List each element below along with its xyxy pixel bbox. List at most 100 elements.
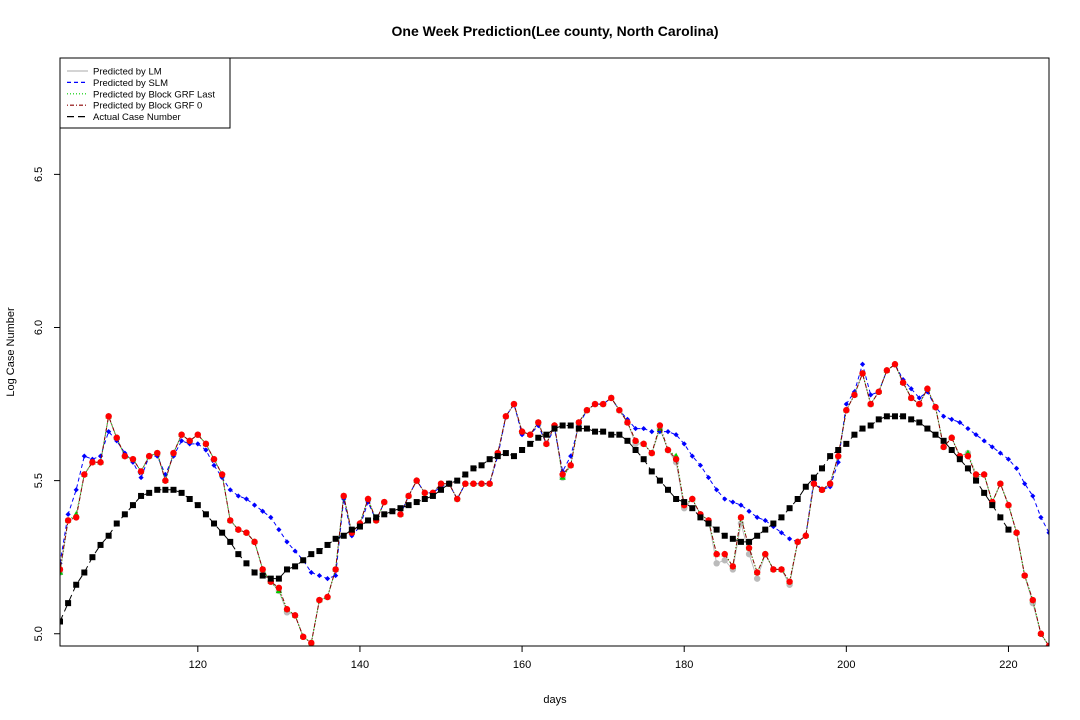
y-tick-label: 5.0 [33, 626, 45, 641]
data-point [1045, 642, 1049, 646]
data-point [843, 406, 850, 414]
data-point [454, 477, 461, 484]
legend-item: Predicted by Block GRF 0 [67, 101, 202, 112]
data-point [948, 434, 955, 441]
data-point [883, 413, 890, 420]
data-point [413, 477, 420, 484]
data-point [737, 514, 745, 521]
data-point [106, 429, 112, 435]
data-point [835, 447, 842, 453]
data-point [818, 486, 826, 494]
data-point [170, 486, 177, 493]
data-point [600, 428, 607, 435]
data-point [649, 429, 655, 435]
data-point [373, 514, 380, 521]
data-point [891, 361, 899, 368]
data-point [641, 425, 647, 432]
data-point [81, 471, 88, 478]
data-point [405, 492, 412, 500]
data-point [729, 563, 737, 570]
data-point [664, 486, 671, 493]
data-point [957, 419, 963, 426]
legend-label: Actual Case Number [93, 112, 181, 123]
data-point [1013, 529, 1020, 536]
data-point [154, 449, 161, 457]
data-point [835, 459, 841, 465]
data-point [413, 499, 420, 506]
data-point [673, 432, 679, 438]
data-point [997, 480, 1004, 487]
data-point [672, 455, 680, 463]
data-point [438, 486, 445, 493]
data-point [713, 526, 720, 533]
data-point [778, 530, 785, 536]
data-point [316, 548, 323, 555]
data-point [543, 431, 550, 438]
data-point [510, 400, 518, 408]
data-point [89, 459, 96, 466]
data-point [121, 452, 129, 460]
x-tick-label: 220 [999, 659, 1017, 671]
data-point [276, 527, 282, 533]
data-point [575, 419, 583, 426]
data-point [389, 508, 396, 515]
data-point [916, 400, 923, 408]
data-point [908, 416, 915, 423]
data-point [900, 413, 907, 420]
data-point [778, 514, 785, 521]
data-point [722, 496, 728, 502]
data-point [218, 471, 226, 478]
data-point [632, 425, 639, 432]
data-point [689, 453, 695, 459]
data-point [868, 392, 874, 398]
data-point [178, 431, 185, 438]
data-point [665, 429, 671, 435]
data-point [64, 517, 72, 524]
data-point [324, 576, 331, 582]
data-point [965, 425, 971, 432]
series-4 [60, 413, 1012, 625]
data-point [105, 413, 112, 420]
data-point [227, 487, 233, 493]
data-point [907, 394, 915, 402]
data-point [608, 394, 615, 402]
data-point [932, 431, 939, 438]
x-tick-label: 140 [351, 659, 369, 671]
data-point [640, 456, 647, 463]
legend-item: Predicted by SLM [67, 78, 168, 89]
data-point [510, 453, 517, 460]
data-point [308, 639, 315, 646]
data-point [770, 520, 777, 527]
data-point [656, 477, 663, 484]
data-point [129, 502, 136, 509]
data-point [65, 511, 71, 517]
data-point [518, 428, 526, 435]
data-point [486, 480, 493, 487]
data-point [810, 474, 817, 481]
data-point [284, 539, 290, 545]
data-point [640, 440, 647, 448]
data-point [333, 572, 339, 579]
data-point [527, 440, 534, 447]
data-point [826, 480, 834, 487]
data-point [997, 514, 1004, 521]
data-point [746, 508, 752, 514]
data-point [924, 425, 931, 432]
data-point [397, 511, 404, 518]
data-point [462, 480, 469, 487]
data-point [697, 462, 704, 468]
y-axis: 5.0 5.5 6.0 6.5 [33, 167, 60, 641]
data-point [365, 517, 372, 524]
data-point [599, 400, 607, 408]
data-point [73, 514, 80, 521]
x-tick-label: 160 [513, 659, 531, 671]
data-point [746, 538, 753, 545]
legend-label: Predicted by Block GRF 0 [93, 101, 202, 112]
data-point [275, 584, 283, 592]
data-point [97, 541, 104, 548]
data-point [73, 581, 80, 588]
data-point [973, 477, 980, 484]
data-point [940, 437, 947, 444]
data-point [251, 538, 258, 546]
data-point [568, 453, 574, 459]
